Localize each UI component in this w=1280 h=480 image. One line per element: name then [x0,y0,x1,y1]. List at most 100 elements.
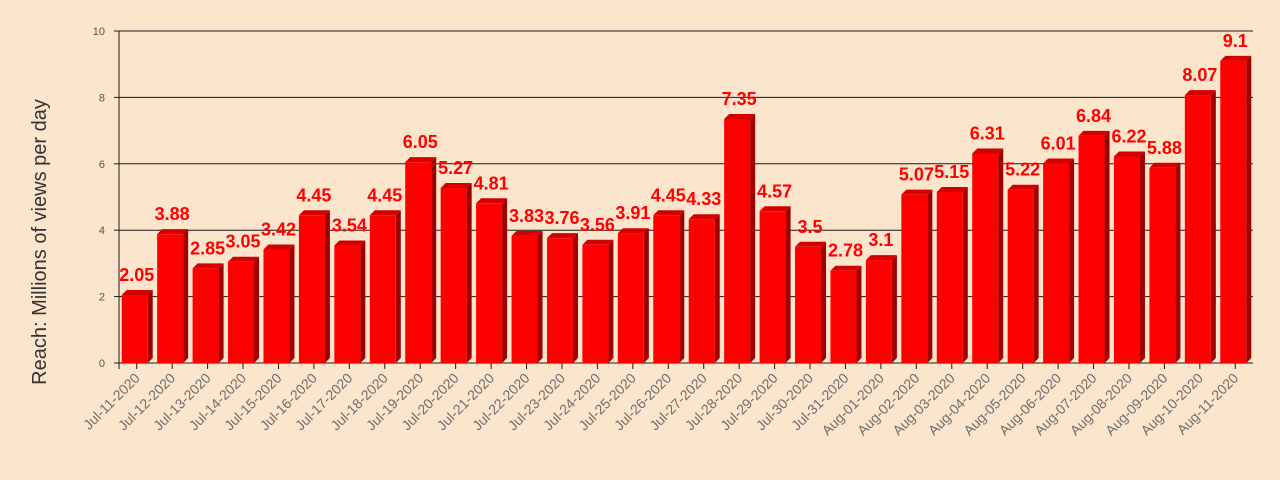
bar-side [856,265,862,363]
data-label: 6.01 [1041,133,1076,153]
bar-side [254,256,260,363]
bar [405,157,437,363]
data-label: 2.85 [190,238,225,258]
data-label: 3.54 [332,215,367,235]
bar-side [572,233,578,363]
bar-front [936,192,963,363]
bar-side [891,255,897,363]
bar [476,198,508,363]
bar-front [334,245,361,363]
bar [972,148,1004,363]
data-label: 9.1 [1223,31,1248,51]
bar-front [795,246,822,363]
bar-side [502,198,508,363]
bar-side [431,157,437,363]
bar-front [121,294,148,363]
bar-front [298,215,325,363]
bar-side [1139,151,1145,363]
bar-front [724,118,751,363]
bar-side [679,210,685,363]
data-label: 3.1 [868,230,893,250]
bar [617,228,649,363]
bar-front [617,233,644,363]
y-tick-label: 6 [99,159,105,171]
bars [121,55,1252,364]
bar-top [901,189,933,195]
bar-top [688,214,720,220]
bar-top [936,187,968,193]
bar-front [1220,60,1247,363]
data-label: 5.15 [934,162,969,182]
bar-top [795,241,827,247]
bar-top [405,157,437,163]
bar-side [962,187,968,363]
data-label: 8.07 [1182,65,1217,85]
bar-front [830,270,857,363]
bar-side [183,229,189,363]
bar [936,187,968,363]
y-tick-label: 0 [99,358,105,370]
bar [1220,55,1252,363]
data-label: 6.05 [403,132,438,152]
bar-top [724,113,756,119]
bar-side [324,210,330,363]
bar-side [714,214,720,363]
bar [298,210,330,363]
bar [157,229,189,363]
bar-top [1184,90,1216,96]
bar [582,239,614,363]
data-label: 3.42 [261,219,296,239]
bar-side [785,206,791,363]
y-tick-label: 10 [93,26,105,38]
bar [334,240,366,363]
bar-top [865,255,897,261]
bar-front [228,261,255,363]
data-label: 4.33 [686,189,721,209]
data-label: 5.88 [1147,138,1182,158]
bar-front [901,194,928,363]
bar [263,244,295,363]
bar-front [369,215,396,363]
y-axis-label: Reach: Millions of views per day [29,99,51,385]
bar [511,230,543,363]
bar-side [537,230,543,363]
bar-side [1033,184,1039,363]
bar-front [1043,163,1070,363]
y-tick-label: 2 [99,292,105,304]
data-label: 4.45 [367,185,402,205]
bar [121,289,153,363]
bar-top [440,183,472,189]
bar-side [395,210,401,363]
data-label: 2.05 [119,265,154,285]
bar-top [369,210,401,216]
bar-side [218,263,224,363]
bar-side [608,239,614,363]
bar-front [1149,167,1176,363]
data-label: 4.45 [651,185,686,205]
data-label: 3.56 [580,215,615,235]
bar-top [121,289,153,295]
bar [759,206,791,363]
y-tick-label: 4 [99,225,105,237]
bar [192,263,224,363]
bar-front [1113,156,1140,363]
bar-front [759,211,786,363]
data-label: 7.35 [722,89,757,109]
data-label: 5.22 [1005,160,1040,180]
bar-top [653,210,685,216]
bar-front [192,268,219,363]
bar-top [263,244,295,250]
bar [830,265,862,363]
bar-top [617,228,649,234]
data-label: 6.84 [1076,106,1111,126]
bar-top [1113,151,1145,157]
bar-top [759,206,791,212]
bar-top [546,233,578,239]
bar [724,113,756,363]
bar-side [1175,162,1181,363]
data-label: 3.88 [155,204,190,224]
bar [901,189,933,363]
data-label: 4.57 [757,181,792,201]
bar-front [476,203,503,363]
